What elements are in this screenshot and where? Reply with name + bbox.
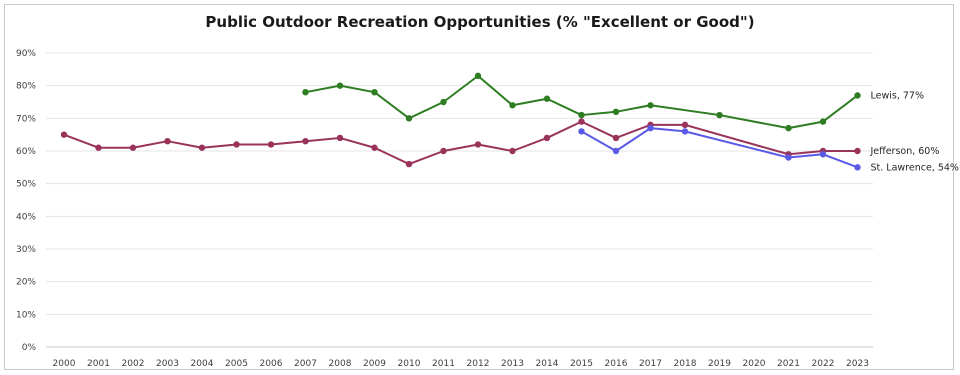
series-end-label: Lewis, 77% xyxy=(871,90,924,101)
y-tick-label: 70% xyxy=(16,114,36,124)
x-tick-label: 2009 xyxy=(363,359,386,369)
data-point xyxy=(60,131,68,138)
end-labels: Lewis, 77% Jefferson, 60% St. Lawrence, 54… xyxy=(870,90,959,173)
data-point xyxy=(509,102,516,109)
y-tick-label: 80% xyxy=(16,82,36,92)
data-point xyxy=(405,115,413,122)
x-tick-label: 2014 xyxy=(536,359,559,369)
x-tick-label: 2023 xyxy=(846,359,869,369)
data-point xyxy=(405,160,413,168)
data-point xyxy=(612,108,620,116)
x-tick-label: 2008 xyxy=(329,359,352,369)
chart-frame xyxy=(4,4,954,370)
data-point xyxy=(267,141,275,148)
data-point xyxy=(854,147,861,155)
x-tick-label: 2020 xyxy=(743,359,766,369)
series-end-label: St. Lawrence, 54% xyxy=(871,162,959,173)
data-point xyxy=(474,141,482,148)
x-tick-label: 2017 xyxy=(639,359,662,369)
data-point xyxy=(785,154,792,161)
data-point xyxy=(198,144,206,151)
x-tick-label: 2004 xyxy=(191,359,214,369)
data-point xyxy=(509,147,516,155)
data-point xyxy=(440,98,447,106)
x-tick-label: 2022 xyxy=(812,359,835,369)
x-axis-ticks: 2000 2001 2002 2003 2004 2005 2006 2007 2008 2009… xyxy=(53,359,869,369)
y-tick-label: 30% xyxy=(16,245,36,255)
series-jefferson xyxy=(60,118,861,168)
data-point xyxy=(233,141,240,148)
series-line xyxy=(63,120,858,166)
x-tick-label: 2005 xyxy=(225,359,248,369)
data-point xyxy=(371,144,378,151)
data-point xyxy=(164,138,171,145)
data-point xyxy=(302,89,309,96)
data-point xyxy=(819,118,827,125)
data-point xyxy=(440,147,447,155)
x-tick-label: 2018 xyxy=(674,359,697,369)
data-point xyxy=(681,128,689,135)
data-point xyxy=(578,128,585,135)
data-point xyxy=(854,164,861,171)
data-point xyxy=(647,102,654,109)
series-lewis xyxy=(302,72,861,132)
x-tick-label: 2011 xyxy=(432,359,455,369)
data-point xyxy=(336,82,344,89)
x-tick-label: 2000 xyxy=(53,359,76,369)
x-tick-label: 2010 xyxy=(398,359,421,369)
x-tick-label: 2001 xyxy=(87,359,110,369)
y-tick-label: 90% xyxy=(16,49,36,59)
data-point xyxy=(854,92,861,99)
data-point xyxy=(543,95,551,102)
data-point xyxy=(785,124,792,132)
y-tick-label: 40% xyxy=(16,212,36,222)
data-point xyxy=(543,134,551,142)
data-point xyxy=(681,121,689,129)
data-point xyxy=(302,138,309,145)
chart-title: Public Outdoor Recreation Opportunities … xyxy=(205,13,755,31)
data-point xyxy=(716,111,723,119)
y-axis-ticks: 0% 10% 20% 30% 40% 50% 60% 70% 80% 90% xyxy=(16,49,36,353)
y-tick-label: 0% xyxy=(22,343,37,353)
y-tick-label: 20% xyxy=(16,278,36,288)
data-point xyxy=(578,118,585,125)
gridlines xyxy=(46,52,873,348)
data-point xyxy=(578,111,585,119)
data-point xyxy=(612,147,620,155)
x-tick-label: 2003 xyxy=(156,359,179,369)
data-point xyxy=(336,134,344,142)
data-point xyxy=(95,144,102,151)
x-tick-label: 2019 xyxy=(708,359,731,369)
x-tick-label: 2006 xyxy=(260,359,283,369)
data-point xyxy=(371,89,378,96)
x-tick-label: 2016 xyxy=(605,359,628,369)
data-point xyxy=(129,144,137,151)
x-tick-label: 2021 xyxy=(777,359,800,369)
y-tick-label: 10% xyxy=(16,310,36,320)
x-tick-label: 2002 xyxy=(122,359,145,369)
data-point xyxy=(612,134,620,142)
x-tick-label: 2012 xyxy=(467,359,490,369)
data-point xyxy=(474,72,482,80)
x-tick-label: 2007 xyxy=(294,359,317,369)
data-point xyxy=(647,124,654,132)
x-tick-label: 2013 xyxy=(501,359,524,369)
series-st-lawrence xyxy=(578,124,861,171)
series-lines xyxy=(60,72,861,171)
y-tick-label: 60% xyxy=(16,147,36,157)
data-point xyxy=(819,151,827,158)
y-tick-label: 50% xyxy=(16,180,36,190)
x-tick-label: 2015 xyxy=(570,359,593,369)
series-end-label: Jefferson, 60% xyxy=(870,146,940,157)
